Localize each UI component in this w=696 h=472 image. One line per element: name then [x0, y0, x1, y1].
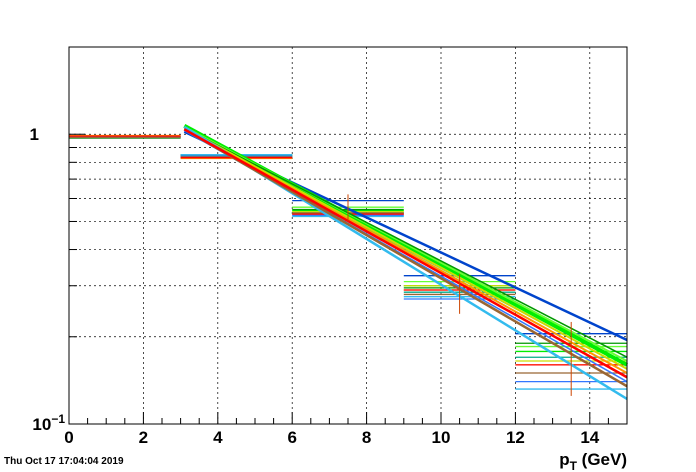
x-tick-label: 2: [139, 428, 148, 447]
data-points-layer: [69, 134, 627, 390]
x-tick-label: 4: [213, 428, 223, 447]
grid-lines: [69, 47, 627, 424]
y-tick-label: 1: [30, 125, 39, 144]
x-tick-label: 8: [362, 428, 371, 447]
x-axis-label-subscript: T: [570, 459, 578, 472]
axis-ticks: [68, 46, 628, 425]
fit-curve: [183, 128, 628, 379]
x-axis-label-main: p: [559, 450, 569, 469]
fit-curve: [183, 127, 628, 358]
timestamp-label: Thu Oct 17 17:04:04 2019: [4, 456, 124, 467]
plot-frame: [68, 46, 628, 425]
x-tick-label: 10: [432, 428, 451, 447]
error-bars-layer: [347, 194, 572, 396]
x-tick-label: 6: [287, 428, 296, 447]
x-axis-label: pT (GeV): [559, 450, 627, 472]
fit-curves-layer: [183, 123, 628, 401]
x-axis-label-unit: (GeV): [577, 450, 627, 469]
x-tick-label: 0: [64, 428, 73, 447]
x-tick-label: 14: [580, 428, 599, 447]
y-tick-label-base: 10: [32, 415, 51, 434]
y-tick-label-exponent: −1: [51, 412, 65, 426]
x-tick-label: 12: [506, 428, 525, 447]
fit-curve: [183, 128, 628, 388]
y-tick-label: 10−1: [32, 412, 65, 434]
fit-curve: [183, 127, 628, 370]
